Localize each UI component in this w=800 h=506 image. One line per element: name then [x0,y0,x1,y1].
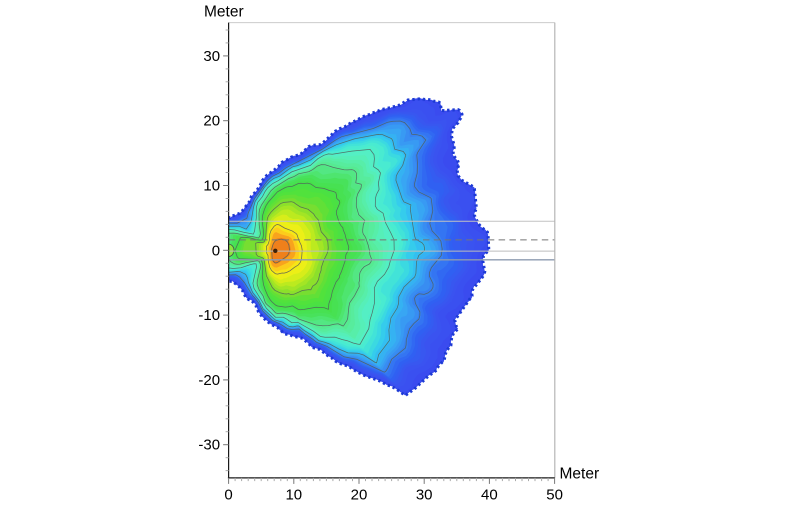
svg-text:Meter: Meter [204,4,244,21]
svg-text:20: 20 [351,487,368,504]
svg-text:10: 10 [285,487,302,504]
svg-text:50: 50 [546,487,563,504]
svg-text:30: 30 [416,487,433,504]
svg-text:Meter: Meter [560,466,600,483]
svg-text:0: 0 [224,487,232,504]
svg-text:0: 0 [212,242,220,259]
svg-text:30: 30 [203,48,220,65]
svg-text:-10: -10 [198,307,220,324]
svg-text:-20: -20 [198,372,220,389]
svg-text:20: 20 [203,113,220,130]
svg-text:10: 10 [203,178,220,195]
svg-text:-30: -30 [198,437,220,454]
svg-text:40: 40 [481,487,498,504]
